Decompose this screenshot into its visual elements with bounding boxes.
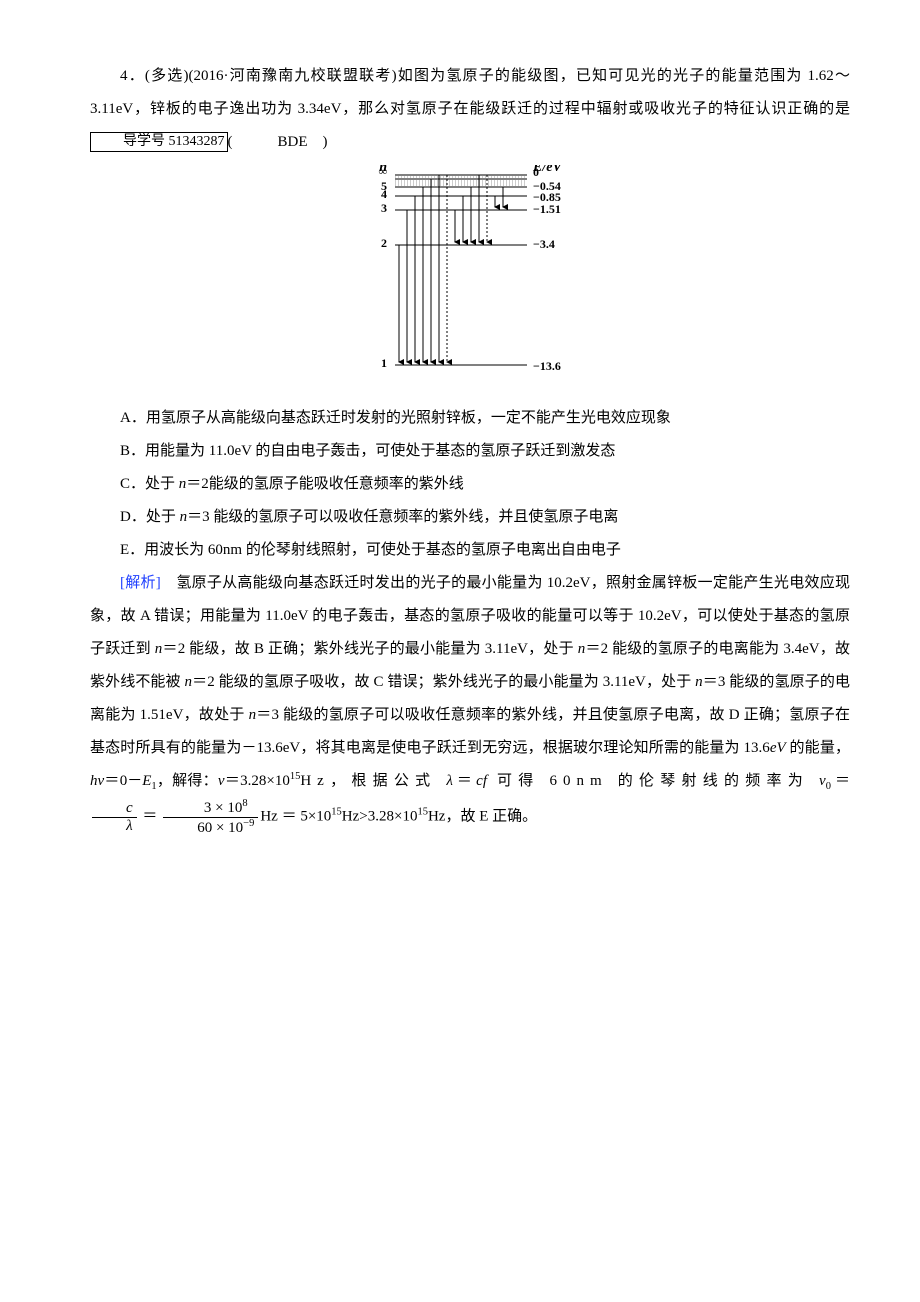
explanation: [解析] 氢原子从高能级向基态跃迁时发出的光子的最小能量为 10.2eV，照射金… [90,567,850,836]
option-e: E．用波长为 60nm 的伦琴射线照射，可使处于基态的氢原子电离出自由电子 [90,534,850,567]
option-b: B．用能量为 11.0eV 的自由电子轰击，可使处于基态的氢原子跃迁到激发态 [90,435,850,468]
fraction-c-over-lambda: cλ [92,800,137,834]
svg-text:3: 3 [381,201,387,215]
paren-open: ( [228,134,248,150]
svg-text:−3.4: −3.4 [533,237,555,251]
svg-text:−13.6: −13.6 [533,359,561,373]
explain-label: [解析] [120,575,176,591]
answer: BDE [248,126,308,159]
energy-level-diagram: nE/eV∞05−0.544−0.853−1.512−3.41−13.6 [90,165,850,390]
question-tag: (多选)(2016·河南豫南九校联盟联考) [145,68,397,84]
svg-text:1: 1 [381,356,387,370]
option-c: C．处于 n＝2能级的氢原子能吸收任意频率的紫外线 [90,468,850,501]
svg-text:∞: ∞ [378,165,387,178]
study-number-box: 导学号 51343287 [90,132,228,152]
question-stem: 4．(多选)(2016·河南豫南九校联盟联考)如图为氢原子的能级图，已知可见光的… [90,60,850,159]
paren-close: ) [308,134,328,150]
svg-text:2: 2 [381,236,387,250]
option-d: D．处于 n＝3 能级的氢原子可以吸收任意频率的紫外线，并且使氢原子电离 [90,501,850,534]
fraction-numeric: 3 × 10860 × 10−9 [163,798,258,836]
svg-text:0: 0 [533,165,539,179]
option-a: A．用氢原子从高能级向基态跃迁时发射的光照射锌板，一定不能产生光电效应现象 [90,402,850,435]
svg-text:−1.51: −1.51 [533,202,561,216]
svg-text:4: 4 [381,187,387,201]
question-number: 4． [120,68,145,84]
